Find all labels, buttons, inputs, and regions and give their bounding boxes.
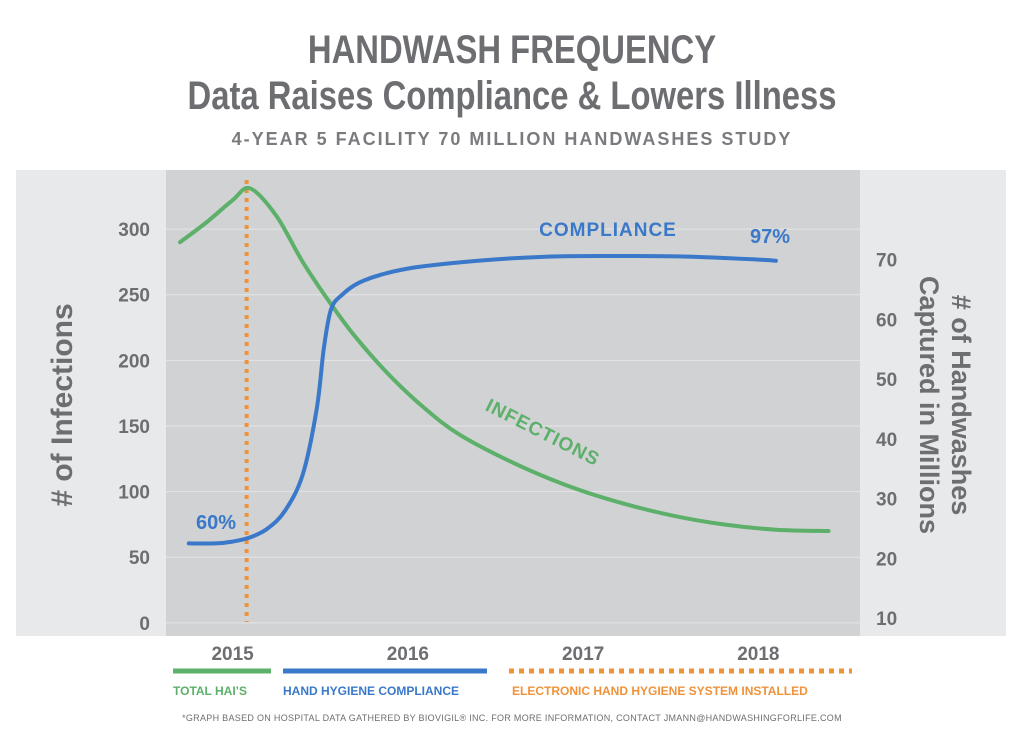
y-left-axis-title: # of Infections bbox=[46, 303, 79, 506]
series-compliance-line bbox=[186, 253, 778, 546]
plot-background bbox=[166, 170, 860, 636]
y-left-tick-label: 100 bbox=[118, 483, 150, 504]
y-right-axis-title-line2: Captured in Millions bbox=[914, 276, 944, 534]
y-left-tick-label: 200 bbox=[118, 351, 150, 372]
x-tick-label: 2015 bbox=[211, 644, 254, 665]
y-left-tick-label: 250 bbox=[118, 286, 150, 307]
legend-label-infections: TOTAL HAI’S bbox=[173, 684, 247, 698]
legend-label-compliance: HAND HYGIENE COMPLIANCE bbox=[283, 684, 459, 698]
y-right-tick-label: 70 bbox=[876, 251, 897, 272]
y-right-tick-label: 60 bbox=[876, 310, 897, 331]
y-left-tick-label: 300 bbox=[118, 220, 150, 241]
y-left-tick-label: 50 bbox=[129, 548, 150, 569]
y-right-tick-label: 40 bbox=[876, 430, 897, 451]
x-tick-label: 2018 bbox=[737, 644, 779, 665]
y-right-tick-label: 30 bbox=[876, 490, 897, 511]
x-tick-label: 2016 bbox=[387, 644, 429, 665]
footnote: *GRAPH BASED ON HOSPITAL DATA GATHERED B… bbox=[182, 713, 842, 723]
x-tick-label: 2017 bbox=[562, 644, 604, 665]
chart-subtitle: Data Raises Compliance & Lowers Illness bbox=[187, 74, 837, 118]
legend-label-installed: ELECTRONIC HAND HYGIENE SYSTEM INSTALLED bbox=[512, 684, 808, 698]
study-description: 4-YEAR 5 FACILITY 70 MILLION HANDWASHES … bbox=[231, 129, 793, 149]
y-left-tick-label: 150 bbox=[118, 417, 150, 438]
chart-title: HANDWASH FREQUENCY bbox=[307, 28, 717, 72]
compliance-annotation: COMPLIANCE bbox=[539, 220, 677, 241]
y-left-tick-label: 0 bbox=[139, 614, 150, 635]
series-infections-line bbox=[178, 185, 831, 533]
compliance-end-label: 97% bbox=[750, 226, 790, 248]
compliance-start-label: 60% bbox=[196, 512, 236, 534]
y-right-tick-label: 50 bbox=[876, 370, 897, 391]
y-right-tick-label: 20 bbox=[876, 549, 897, 570]
y-right-axis-title-line1: # of Handwashes bbox=[946, 295, 976, 516]
y-right-tick-label: 10 bbox=[876, 609, 897, 630]
